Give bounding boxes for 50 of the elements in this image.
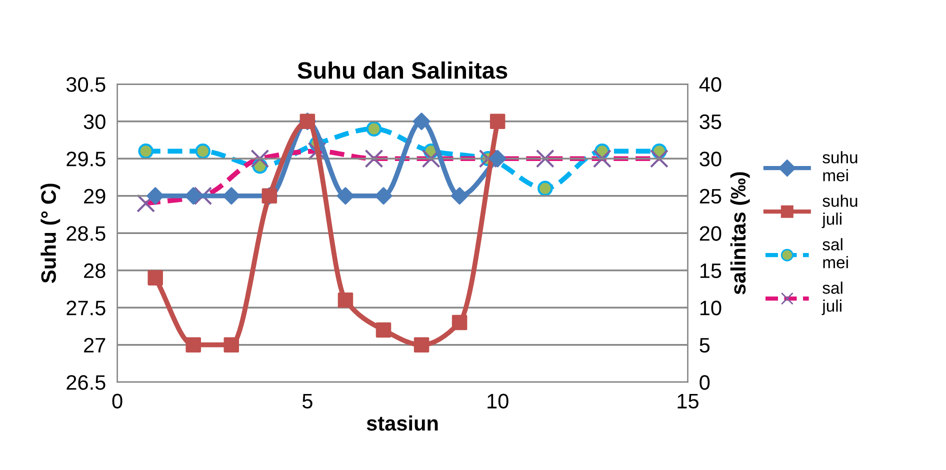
y2-axis-title: salinitas (‰)	[730, 172, 750, 294]
x-axis-title: stasiun	[366, 415, 438, 431]
y2-tick-label: 0	[700, 375, 710, 390]
y-tick-label: 29	[84, 188, 106, 204]
point	[450, 187, 468, 205]
point	[146, 187, 164, 205]
legend-label: sal juli	[822, 282, 842, 316]
y2-tick-label: 25	[700, 188, 722, 204]
x-tick-label: 5	[302, 394, 312, 409]
point	[336, 187, 354, 205]
y2-tick-label: 15	[700, 264, 722, 278]
y-tick-label: 30	[84, 114, 106, 130]
y-tick-label: 27.5	[66, 300, 106, 316]
x-tick-label: 0	[112, 394, 122, 409]
y2-tick-label: 35	[700, 114, 722, 130]
point	[376, 322, 392, 338]
x-tick-label: 15	[678, 394, 698, 409]
chart-title: Suhu dan Salinitas	[298, 61, 508, 79]
point	[148, 270, 163, 286]
point	[366, 121, 382, 136]
point	[222, 187, 240, 205]
y2-tick-label: 10	[700, 300, 722, 316]
point	[414, 337, 430, 352]
point	[452, 314, 468, 330]
y-tick-label: 27	[84, 338, 106, 352]
point	[184, 187, 202, 205]
point	[374, 187, 392, 205]
point	[490, 114, 506, 130]
point	[224, 337, 240, 352]
point	[195, 144, 211, 159]
point	[488, 150, 506, 168]
point	[412, 112, 430, 130]
y-axis-title: Suhu (° C)	[40, 184, 60, 283]
y-tick-label: 26.5	[66, 375, 106, 390]
point	[338, 292, 354, 308]
y2-tick-label: 30	[700, 152, 722, 166]
y-tick-label: 28	[84, 263, 106, 278]
point	[186, 337, 201, 352]
y2-tick-label: 40	[699, 77, 722, 92]
legend-label: suhu mei	[822, 151, 858, 182]
point	[138, 144, 154, 159]
y-tick-label: 28.5	[66, 226, 106, 241]
y2-tick-label: 20	[700, 226, 722, 241]
legend-label: suhu juli	[822, 194, 858, 228]
y-tick-label: 30.5	[66, 77, 106, 92]
legend-label: sal mei	[822, 238, 848, 268]
point	[538, 180, 553, 196]
x-tick-label: 10	[488, 394, 508, 409]
y-tick-label: 29.5	[66, 152, 106, 166]
y2-tick-label: 5	[700, 338, 710, 353]
